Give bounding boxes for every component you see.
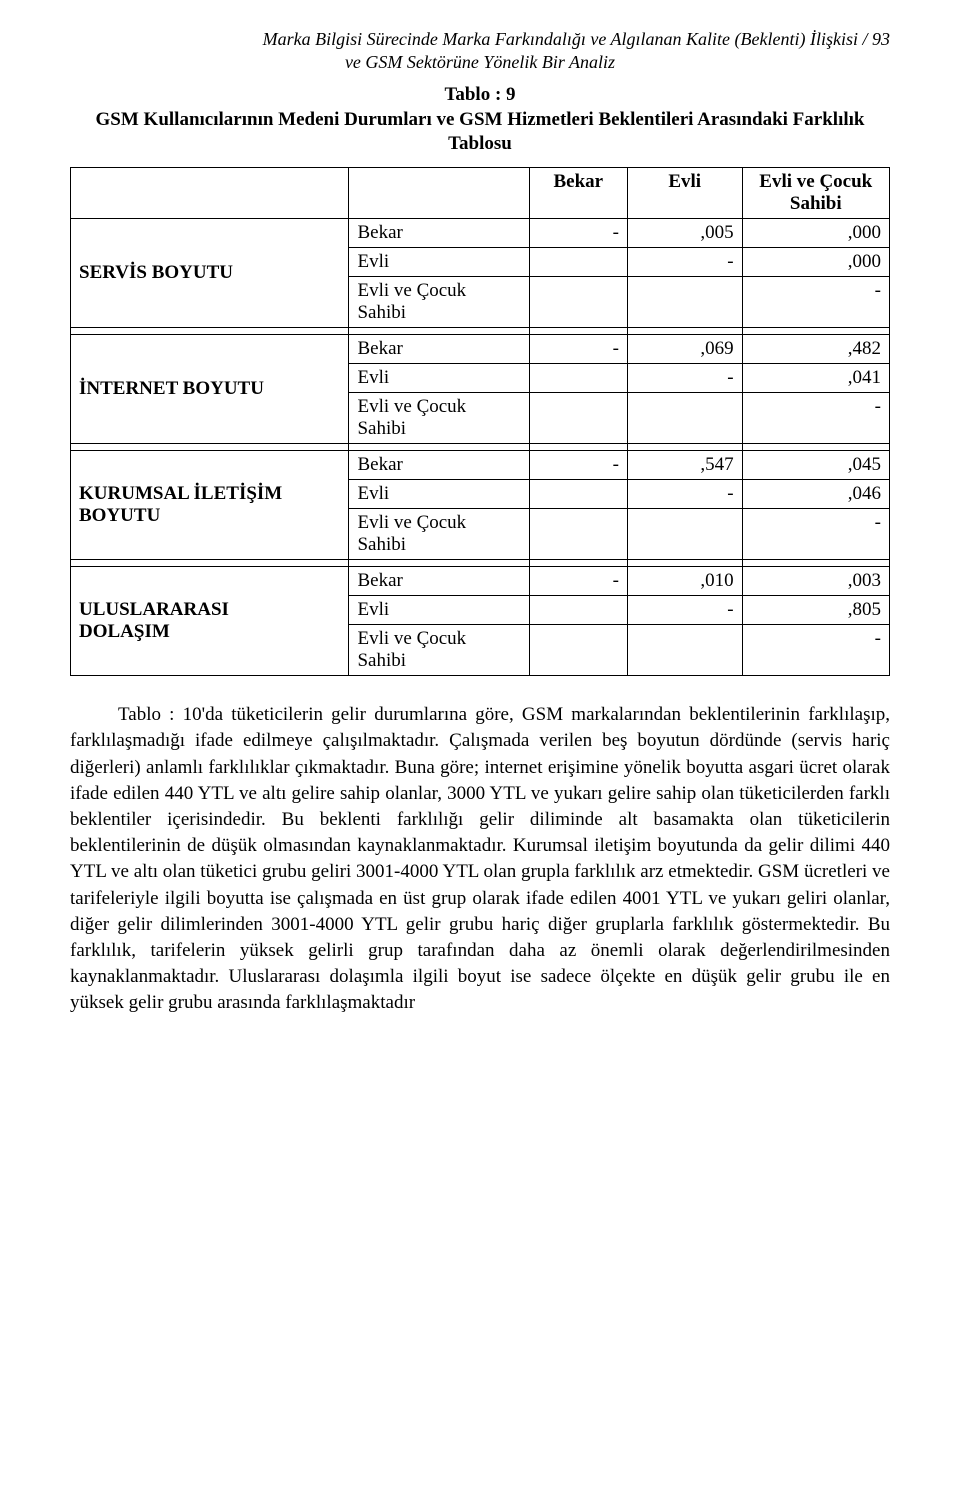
- cell: -: [529, 335, 627, 364]
- sub-evli-cocuk-l2: Sahibi: [357, 650, 406, 671]
- cell: [529, 248, 627, 277]
- sub-evli-cocuk-l2: Sahibi: [357, 534, 406, 555]
- cell: ,000: [742, 248, 889, 277]
- running-header-line2: ve GSM Sektörüne Yönelik Bir Analiz: [70, 51, 890, 74]
- cell: -: [627, 364, 742, 393]
- group-label-servis: SERVİS BOYUTU: [71, 219, 349, 328]
- cell: -: [742, 393, 889, 444]
- cell: [529, 364, 627, 393]
- sub-evli-cocuk-l2: Sahibi: [357, 418, 406, 439]
- cell: ,069: [627, 335, 742, 364]
- cell: [529, 509, 627, 560]
- cell: ,010: [627, 567, 742, 596]
- sub-evli-cocuk-l1: Evli ve Çocuk: [357, 512, 466, 533]
- sub-evli-cocuk-l1: Evli ve Çocuk: [357, 280, 466, 301]
- sub-bekar: Bekar: [349, 451, 529, 480]
- col-header-evli: Evli: [627, 168, 742, 219]
- cell: [529, 596, 627, 625]
- cell: -: [529, 219, 627, 248]
- col-header-evli-cocuk-l1: Evli ve Çocuk: [759, 171, 872, 192]
- cell: ,046: [742, 480, 889, 509]
- table-spacer-row: [71, 560, 890, 567]
- cell: [529, 625, 627, 676]
- sub-evli: Evli: [349, 248, 529, 277]
- running-header-line1: Marka Bilgisi Sürecinde Marka Farkındalı…: [70, 28, 890, 51]
- table-row: KURUMSAL İLETİŞİM BOYUTU Bekar - ,547 ,0…: [71, 451, 890, 480]
- cell: [627, 393, 742, 444]
- cell: ,547: [627, 451, 742, 480]
- sub-evli-cocuk-l1: Evli ve Çocuk: [357, 396, 466, 417]
- data-table: Bekar Evli Evli ve Çocuk Sahibi SERVİS B…: [70, 167, 890, 676]
- sub-evli: Evli: [349, 364, 529, 393]
- cell: ,045: [742, 451, 889, 480]
- sub-evli-cocuk: Evli ve Çocuk Sahibi: [349, 509, 529, 560]
- cell: ,482: [742, 335, 889, 364]
- sub-evli-cocuk: Evli ve Çocuk Sahibi: [349, 625, 529, 676]
- sub-bekar: Bekar: [349, 567, 529, 596]
- page: Marka Bilgisi Sürecinde Marka Farkındalı…: [0, 0, 960, 1076]
- col-header-blank1: [71, 168, 349, 219]
- table-title-line1: Tablo : 9: [444, 84, 515, 105]
- table-spacer-row: [71, 444, 890, 451]
- sub-evli-cocuk: Evli ve Çocuk Sahibi: [349, 393, 529, 444]
- group-label-uluslararasi: ULUSLARARASI DOLAŞIM: [71, 567, 349, 676]
- cell: -: [627, 480, 742, 509]
- col-header-evli-cocuk: Evli ve Çocuk Sahibi: [742, 168, 889, 219]
- group-label-uluslararasi-l1: ULUSLARARASI: [79, 599, 229, 620]
- sub-evli-cocuk-l1: Evli ve Çocuk: [357, 628, 466, 649]
- table-header-row: Bekar Evli Evli ve Çocuk Sahibi: [71, 168, 890, 219]
- cell: ,041: [742, 364, 889, 393]
- sub-evli-cocuk: Evli ve Çocuk Sahibi: [349, 277, 529, 328]
- cell: -: [742, 509, 889, 560]
- table-title-line2: GSM Kullanıcılarının Medeni Durumları ve…: [96, 109, 865, 155]
- cell: ,000: [742, 219, 889, 248]
- table-row: İNTERNET BOYUTU Bekar - ,069 ,482: [71, 335, 890, 364]
- sub-evli: Evli: [349, 480, 529, 509]
- cell: [529, 277, 627, 328]
- col-header-blank2: [349, 168, 529, 219]
- group-label-kurumsal-l1: KURUMSAL İLETİŞİM: [79, 483, 282, 504]
- cell: -: [627, 596, 742, 625]
- cell: [627, 277, 742, 328]
- sub-evli-cocuk-l2: Sahibi: [357, 302, 406, 323]
- group-label-internet: İNTERNET BOYUTU: [71, 335, 349, 444]
- col-header-bekar: Bekar: [529, 168, 627, 219]
- table-title: Tablo : 9 GSM Kullanıcılarının Medeni Du…: [70, 83, 890, 157]
- body-paragraph: Tablo : 10'da tüketicilerin gelir duruml…: [70, 702, 890, 1017]
- cell: -: [627, 248, 742, 277]
- table-row: SERVİS BOYUTU Bekar - ,005 ,000: [71, 219, 890, 248]
- cell: -: [529, 567, 627, 596]
- cell: ,003: [742, 567, 889, 596]
- cell: ,805: [742, 596, 889, 625]
- group-label-kurumsal: KURUMSAL İLETİŞİM BOYUTU: [71, 451, 349, 560]
- cell: [529, 393, 627, 444]
- sub-evli: Evli: [349, 596, 529, 625]
- sub-bekar: Bekar: [349, 335, 529, 364]
- col-header-evli-cocuk-l2: Sahibi: [790, 193, 842, 214]
- group-label-uluslararasi-l2: DOLAŞIM: [79, 621, 170, 642]
- sub-bekar: Bekar: [349, 219, 529, 248]
- table-spacer-row: [71, 328, 890, 335]
- cell: -: [529, 451, 627, 480]
- group-label-kurumsal-l2: BOYUTU: [79, 505, 160, 526]
- table-row: ULUSLARARASI DOLAŞIM Bekar - ,010 ,003: [71, 567, 890, 596]
- cell: -: [742, 277, 889, 328]
- cell: ,005: [627, 219, 742, 248]
- cell: [529, 480, 627, 509]
- cell: -: [742, 625, 889, 676]
- cell: [627, 509, 742, 560]
- cell: [627, 625, 742, 676]
